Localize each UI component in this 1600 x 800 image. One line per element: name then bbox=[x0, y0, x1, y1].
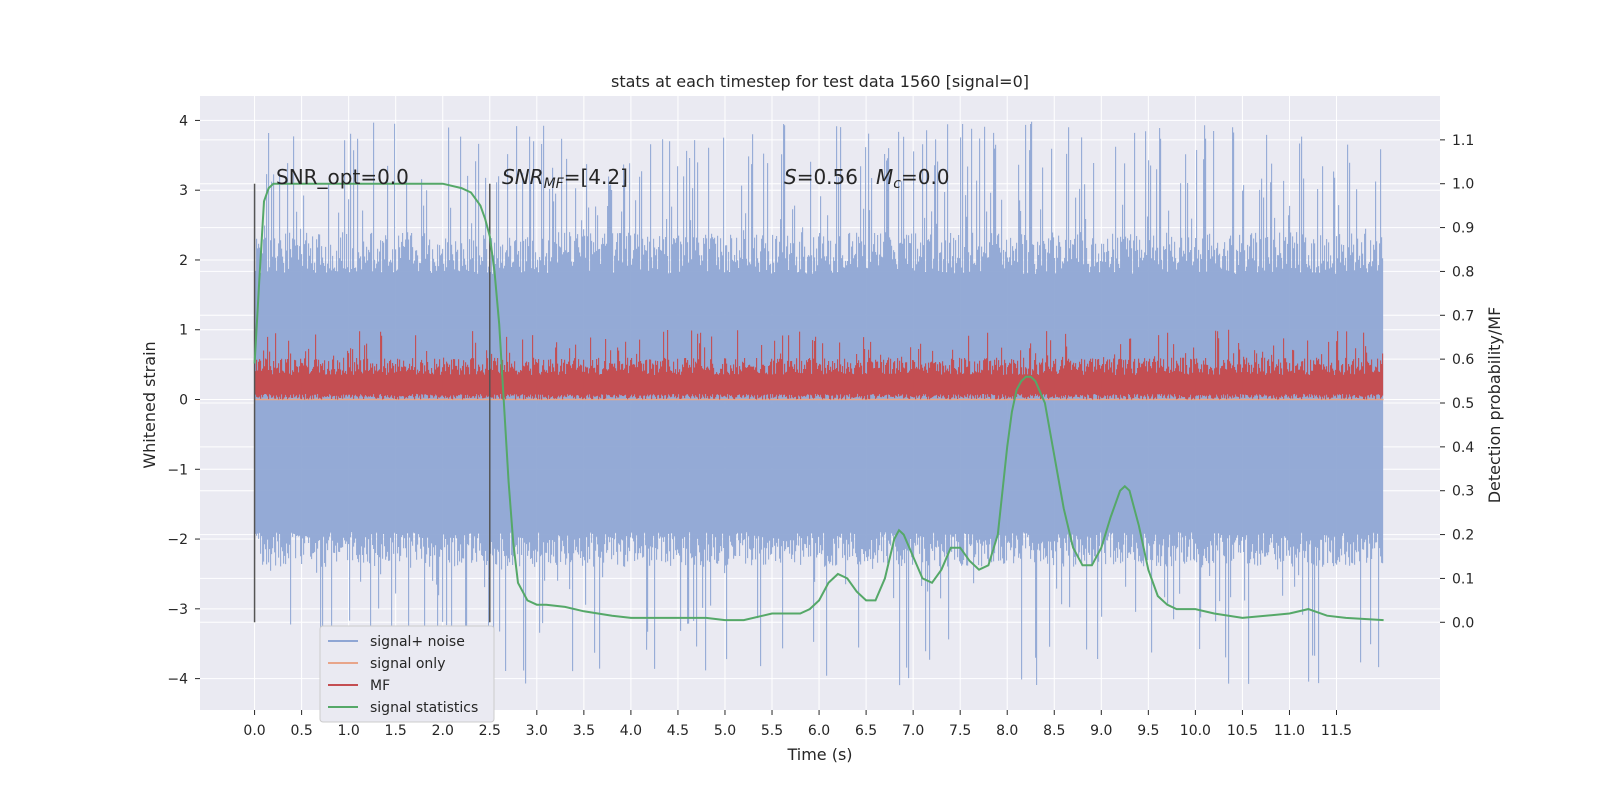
x-tick-label: 9.0 bbox=[1090, 723, 1112, 739]
signal-statistics-line bbox=[253, 182, 1384, 622]
x-tick-label: 10.5 bbox=[1227, 723, 1258, 739]
x-tick-label: 6.5 bbox=[855, 723, 877, 739]
x-tick-label: 8.0 bbox=[996, 723, 1018, 739]
x-tick-label: 4.5 bbox=[667, 723, 689, 739]
y-right-tick-label: 0.1 bbox=[1452, 571, 1474, 587]
x-tick-label: 7.5 bbox=[949, 723, 971, 739]
y-tick-label: 0 bbox=[179, 393, 188, 409]
y-tick-label: −4 bbox=[167, 672, 188, 688]
y-tick-label: 2 bbox=[179, 253, 188, 269]
legend: signal+ noise signal only MF signal statist… bbox=[319, 625, 495, 723]
legend-label: signal+ noise bbox=[370, 634, 465, 650]
x-tick-label: 7.0 bbox=[902, 723, 924, 739]
annotation-snr-mf: SNRMF=[4.2] bbox=[502, 165, 628, 192]
y-right-tick-label: 1.1 bbox=[1452, 133, 1474, 149]
x-axis-title: Time (s) bbox=[786, 745, 852, 764]
chart-title: stats at each timestep for test data 156… bbox=[611, 72, 1029, 91]
legend-label: MF bbox=[370, 678, 390, 694]
x-tick-label: 11.0 bbox=[1274, 723, 1305, 739]
x-tick-label: 11.5 bbox=[1321, 723, 1352, 739]
y-tick-label: −3 bbox=[167, 602, 188, 618]
y-tick-label: 4 bbox=[179, 113, 188, 129]
legend-label: signal only bbox=[370, 656, 445, 672]
legend-label: signal statistics bbox=[370, 700, 478, 716]
y-right-tick-label: 0.2 bbox=[1452, 528, 1474, 544]
x-tick-label: 6.0 bbox=[808, 723, 830, 739]
vertical-markers bbox=[253, 183, 491, 623]
annotation-s-mc: S=0.56 Mc=0.0 bbox=[784, 165, 950, 192]
y-right-tick-label: 0.3 bbox=[1452, 484, 1474, 500]
axes: 0.0 0.5 1.0 1.5 2.0 2.5 3.0 3.5 4.0 4.5 5.0 5.5 6.0 6… bbox=[167, 113, 1474, 739]
y-right-tick-label: 0.7 bbox=[1452, 308, 1474, 324]
x-tick-label: 1.0 bbox=[338, 723, 360, 739]
x-tick-label: 5.0 bbox=[714, 723, 736, 739]
x-tick-label: 9.5 bbox=[1137, 723, 1159, 739]
x-tick-label: 8.5 bbox=[1043, 723, 1065, 739]
annotation-snr-opt: SNR_opt=0.0 bbox=[276, 165, 409, 189]
x-tick-label: 4.0 bbox=[620, 723, 642, 739]
x-tick-label: 3.5 bbox=[573, 723, 595, 739]
y-right-tick-label: 0.4 bbox=[1452, 440, 1474, 456]
y-tick-label: −1 bbox=[167, 462, 188, 478]
y-right-tick-label: 0.5 bbox=[1452, 396, 1474, 412]
y-right-tick-label: 1.0 bbox=[1452, 177, 1474, 193]
y-right-tick-label: 0.8 bbox=[1452, 264, 1474, 280]
signal-statistics-series bbox=[253, 182, 1384, 622]
y-tick-label: 3 bbox=[179, 183, 188, 199]
x-tick-label: 2.0 bbox=[432, 723, 454, 739]
x-tick-label: 2.5 bbox=[479, 723, 501, 739]
y-right-tick-label: 0.0 bbox=[1452, 615, 1474, 631]
x-tick-label: 10.0 bbox=[1180, 723, 1211, 739]
x-tick-label: 0.0 bbox=[243, 723, 265, 739]
x-tick-label: 1.5 bbox=[385, 723, 407, 739]
y-right-tick-label: 0.6 bbox=[1452, 352, 1474, 368]
y-right-tick-label: 0.9 bbox=[1452, 221, 1474, 237]
y-axis-title: Whitened strain bbox=[140, 341, 159, 468]
y-tick-label: −2 bbox=[167, 532, 188, 548]
legend-box bbox=[319, 625, 495, 723]
x-tick-label: 0.5 bbox=[290, 723, 312, 739]
x-tick-label: 5.5 bbox=[761, 723, 783, 739]
y-axis-right-title: Detection probability/MF bbox=[1485, 307, 1504, 504]
x-tick-label: 3.0 bbox=[526, 723, 548, 739]
y-tick-label: 1 bbox=[179, 323, 188, 339]
